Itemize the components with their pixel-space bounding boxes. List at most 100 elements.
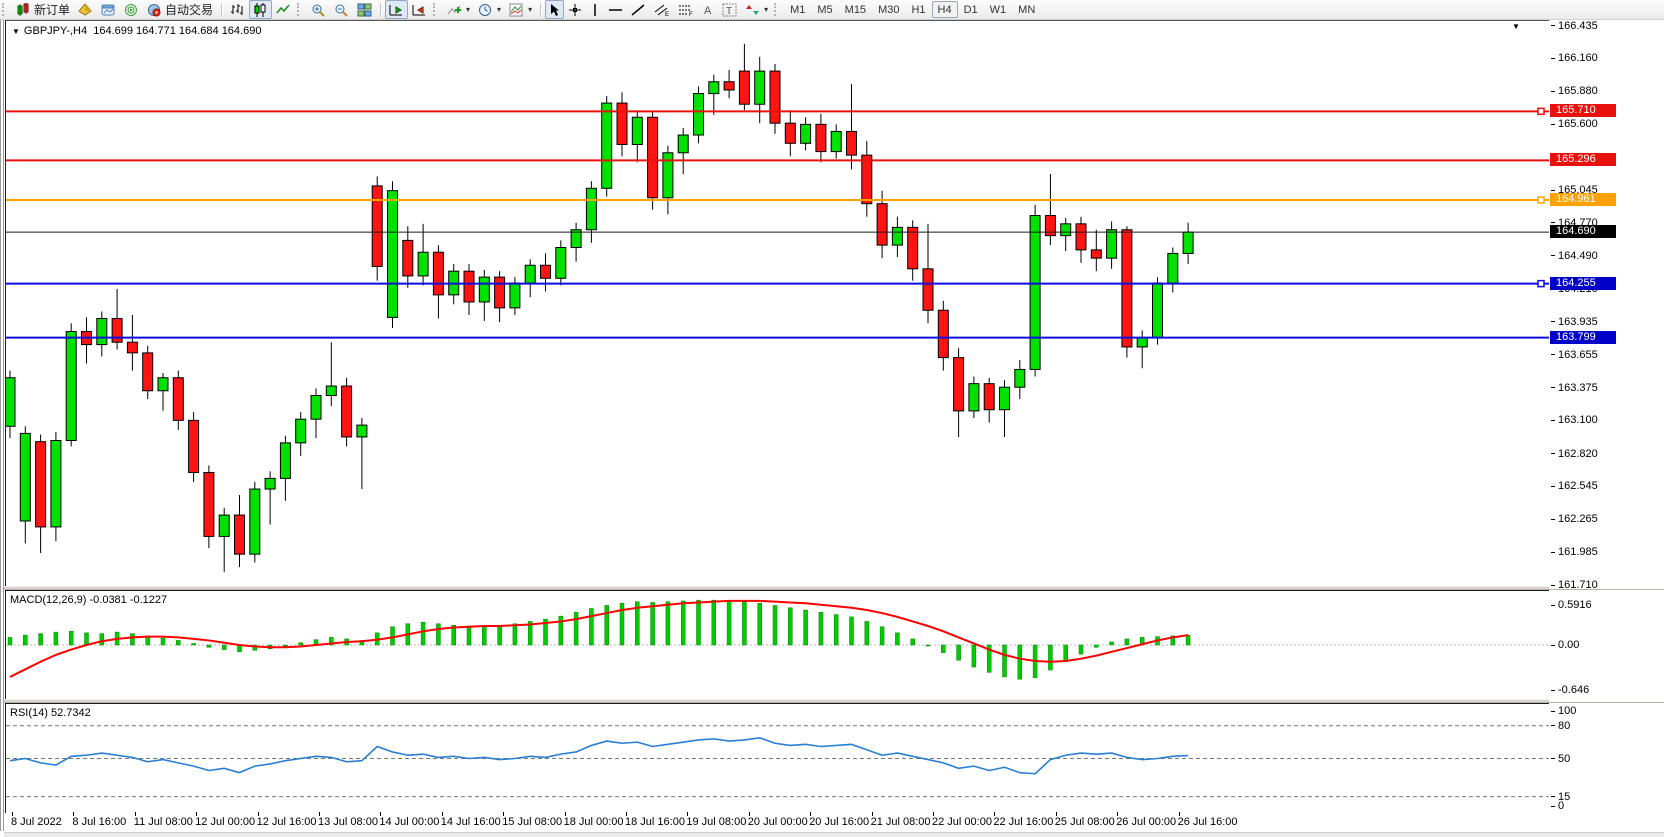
candle-down[interactable] xyxy=(616,102,628,145)
candle-up[interactable] xyxy=(96,318,108,346)
macd-panel[interactable]: MACD(12,26,9) -0.0381 -0.1227 xyxy=(5,590,1550,702)
candle-up[interactable] xyxy=(356,424,368,438)
tile-windows-button[interactable] xyxy=(353,0,376,19)
candle-down[interactable] xyxy=(861,154,873,205)
candle-down[interactable] xyxy=(846,130,857,156)
candle-up[interactable] xyxy=(708,81,720,95)
candle-down[interactable] xyxy=(234,514,245,555)
timeframe-d1-button[interactable]: D1 xyxy=(963,3,978,16)
vertical-line-button[interactable] xyxy=(587,0,604,19)
candle-up[interactable] xyxy=(1014,368,1026,388)
autotrade-button[interactable]: 自动交易 xyxy=(143,0,217,19)
candle-down[interactable] xyxy=(647,116,659,199)
candle-down[interactable] xyxy=(983,383,995,411)
candle-down[interactable] xyxy=(35,441,47,528)
candle-down[interactable] xyxy=(922,268,934,311)
chart-title-dropdown-icon[interactable]: ▼ xyxy=(12,27,20,36)
candle-up[interactable] xyxy=(295,418,307,444)
candle-up[interactable] xyxy=(509,282,521,309)
chevron-down-icon[interactable]: ▾ xyxy=(466,5,471,14)
text-label-button[interactable]: T xyxy=(718,0,741,19)
candle-up[interactable] xyxy=(1136,336,1148,348)
candle-up[interactable] xyxy=(1106,229,1118,259)
candle-up[interactable] xyxy=(891,226,903,246)
candle-up[interactable] xyxy=(677,134,689,154)
chart-window-button[interactable] xyxy=(97,0,120,19)
candle-up[interactable] xyxy=(601,102,613,189)
candle-down[interactable] xyxy=(126,341,138,354)
candle-down[interactable] xyxy=(371,185,383,267)
macd-axis[interactable]: 0.5916 0.00 -0.646 xyxy=(1549,590,1664,702)
candles-chart-button[interactable] xyxy=(249,0,273,19)
candle-up[interactable] xyxy=(1060,223,1072,237)
candle-up[interactable] xyxy=(631,116,643,145)
panel-splitter-macd[interactable] xyxy=(4,586,1664,590)
candle-down[interactable] xyxy=(1044,215,1056,237)
candle-up[interactable] xyxy=(968,383,980,412)
rsi-axis[interactable]: 100 80 50 15 0 xyxy=(1549,703,1664,814)
candle-up[interactable] xyxy=(1167,252,1179,284)
auto-scroll-button[interactable] xyxy=(385,0,409,19)
candle-up[interactable] xyxy=(6,377,16,427)
candle-up[interactable] xyxy=(218,514,230,537)
candle-down[interactable] xyxy=(815,123,827,153)
candle-up[interactable] xyxy=(555,247,567,279)
macd-plot[interactable] xyxy=(6,591,1549,701)
candle-down[interactable] xyxy=(1090,249,1102,259)
candle-up[interactable] xyxy=(157,377,169,392)
candle-down[interactable] xyxy=(142,352,154,392)
horizontal-line-button[interactable] xyxy=(604,0,627,19)
candle-down[interactable] xyxy=(1075,223,1087,251)
candlestick-chart[interactable] xyxy=(6,21,1549,588)
line-handle[interactable] xyxy=(1537,196,1545,204)
candle-up[interactable] xyxy=(387,190,398,318)
chart-corner-marker-icon[interactable]: ▼ xyxy=(1512,22,1520,31)
candle-up[interactable] xyxy=(570,229,582,249)
timeframe-mn-button[interactable]: MN xyxy=(1018,3,1036,16)
market-depth-button[interactable] xyxy=(74,0,97,19)
price-chart-panel[interactable]: ▼ GBPJPY-,H4 164.699 164.771 164.684 164.… xyxy=(5,20,1550,589)
candle-down[interactable] xyxy=(432,251,444,296)
candle-up[interactable] xyxy=(999,386,1010,411)
candle-down[interactable] xyxy=(341,385,353,438)
equidistant-channel-button[interactable]: E xyxy=(650,0,674,19)
bars-chart-button[interactable] xyxy=(226,0,249,19)
zoom-in-button[interactable] xyxy=(307,0,330,19)
candle-up[interactable] xyxy=(279,442,291,479)
chevron-down-icon[interactable]: ▾ xyxy=(497,5,502,14)
new-order-button[interactable]: 新订单 xyxy=(12,0,74,19)
candle-up[interactable] xyxy=(249,488,261,555)
candle-down[interactable] xyxy=(188,419,200,473)
fibonacci-button[interactable]: F xyxy=(674,0,698,19)
candle-down[interactable] xyxy=(738,70,750,105)
candle-down[interactable] xyxy=(723,81,735,91)
candle-up[interactable] xyxy=(478,276,490,303)
rsi-plot[interactable] xyxy=(6,704,1549,813)
candle-down[interactable] xyxy=(172,377,184,421)
candle-down[interactable] xyxy=(953,357,965,412)
candle-up[interactable] xyxy=(310,395,322,420)
zoom-out-button[interactable] xyxy=(330,0,353,19)
arrows-button[interactable]: ▾ xyxy=(741,0,772,19)
candle-down[interactable] xyxy=(402,239,414,277)
candle-up[interactable] xyxy=(325,385,337,397)
candle-up[interactable] xyxy=(65,331,77,441)
chevron-down-icon[interactable]: ▾ xyxy=(764,5,769,14)
candle-up[interactable] xyxy=(830,130,842,153)
line-handle[interactable] xyxy=(1537,107,1545,116)
candle-up[interactable] xyxy=(1182,231,1194,254)
candle-up[interactable] xyxy=(417,251,429,277)
candle-up[interactable] xyxy=(1029,215,1041,370)
timeframe-h4-button[interactable]: H4 xyxy=(931,1,958,18)
chevron-down-icon[interactable]: ▾ xyxy=(528,5,533,14)
timeframe-h1-button[interactable]: H1 xyxy=(911,3,926,16)
candle-down[interactable] xyxy=(907,226,919,270)
panel-splitter-rsi[interactable] xyxy=(4,699,1664,703)
candle-up[interactable] xyxy=(264,477,276,490)
candle-down[interactable] xyxy=(1121,229,1133,348)
candle-down[interactable] xyxy=(876,203,888,246)
timeframe-m30-button[interactable]: M30 xyxy=(878,3,900,16)
text-button[interactable]: A xyxy=(698,0,718,19)
candle-down[interactable] xyxy=(111,318,123,343)
timeframe-m1-button[interactable]: M1 xyxy=(790,3,806,16)
